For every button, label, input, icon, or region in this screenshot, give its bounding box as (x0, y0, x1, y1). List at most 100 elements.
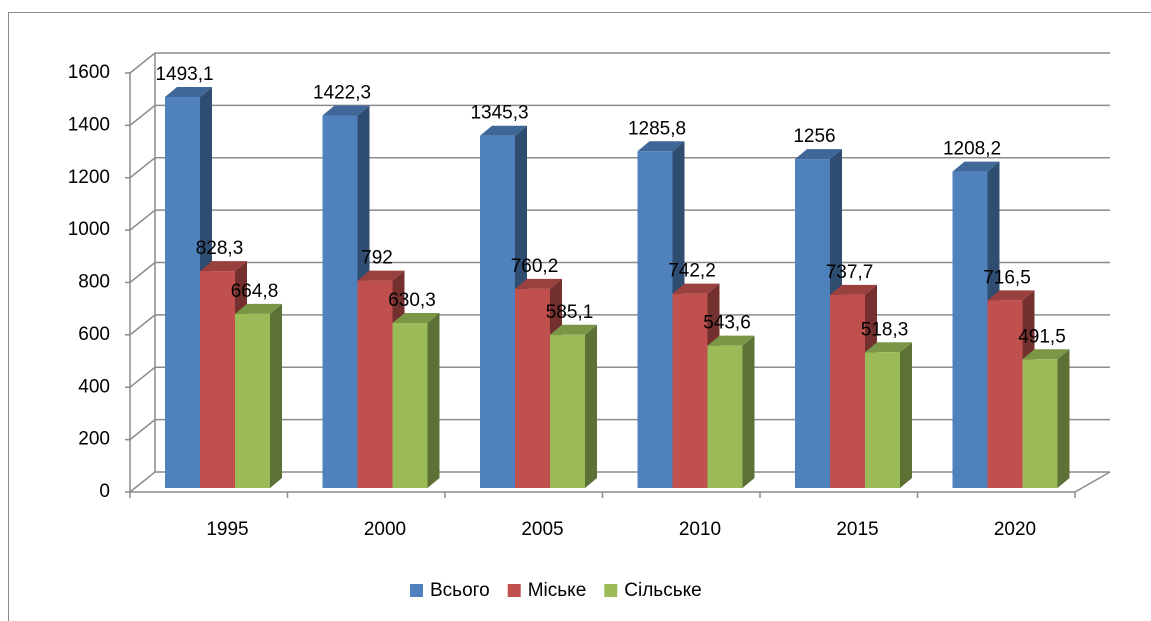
bar-front (795, 159, 830, 488)
chart-frame (8, 12, 1151, 621)
bar-top (200, 261, 247, 272)
x-tick-label: 1995 (206, 519, 248, 540)
x-tick-label: 2010 (679, 519, 721, 540)
value-label: 518,3 (861, 319, 909, 340)
y-tick-label: 1400 (68, 114, 110, 135)
bar-top (550, 324, 597, 335)
bar-top (795, 149, 842, 160)
y-tick-label: 800 (78, 272, 110, 293)
y-tick-label: 400 (78, 376, 110, 397)
x-tick-label: 2020 (994, 519, 1036, 540)
x-tick-label: 2000 (364, 519, 406, 540)
value-label: 737,7 (826, 262, 874, 283)
bar-top (165, 86, 212, 97)
legend-label: Всього (430, 580, 490, 601)
bar-side (585, 324, 597, 488)
bar-top (1022, 349, 1070, 360)
value-label: 742,2 (668, 261, 716, 282)
bar-front (165, 96, 200, 488)
bar-front (952, 171, 988, 488)
bar-top (707, 335, 755, 346)
value-label: 585,1 (546, 302, 594, 323)
bar (1022, 349, 1070, 488)
value-label: 664,8 (231, 281, 279, 302)
bar (865, 342, 912, 488)
bar-front (550, 334, 585, 488)
bar-front (672, 293, 708, 488)
bar-front (707, 345, 743, 488)
bar-top (235, 303, 282, 314)
value-label: 1285,8 (628, 118, 686, 139)
legend-label: Міське (528, 580, 587, 601)
y-tick-label: 600 (78, 324, 110, 345)
bar-top (987, 290, 1035, 301)
bar (322, 105, 370, 488)
bar-top (357, 270, 405, 281)
bar-top (637, 141, 685, 152)
value-label: 543,6 (703, 313, 751, 334)
bar (392, 312, 440, 488)
bar-top (515, 278, 562, 289)
bar-front (235, 313, 270, 488)
bar-front (322, 115, 358, 488)
value-label: 760,2 (511, 256, 559, 277)
grid-line (129, 261, 1110, 284)
grid-line (129, 157, 1110, 179)
bar-front (987, 300, 1023, 488)
bar-front (480, 135, 515, 488)
y-tick-label: 1000 (68, 219, 110, 240)
bar-top (480, 125, 527, 136)
bar-top (392, 312, 440, 323)
grid-line (129, 52, 1110, 74)
bar (830, 284, 877, 488)
bar-top (322, 105, 370, 116)
bar-front (637, 151, 673, 488)
bar-side (1057, 349, 1070, 488)
value-label: 828,3 (196, 238, 244, 259)
bar-side (742, 335, 755, 488)
bar-top (865, 342, 912, 353)
value-label: 630,3 (388, 290, 436, 311)
grid-line (129, 104, 1110, 126)
value-label: 1256 (793, 126, 835, 147)
value-label: 792 (361, 248, 393, 269)
bar (550, 324, 597, 488)
y-tick-label: 200 (78, 429, 110, 450)
y-tick-label: 1200 (68, 167, 110, 188)
value-label: 1345,3 (470, 103, 528, 124)
bar-top (672, 283, 720, 294)
value-label: 1208,2 (943, 139, 1001, 160)
bar (515, 278, 562, 488)
bar-front (1022, 359, 1058, 488)
bar-top (830, 284, 877, 295)
value-label: 1493,1 (155, 64, 213, 85)
grid-line (129, 314, 1110, 336)
bar-front (515, 288, 550, 488)
x-tick-label: 2005 (521, 519, 563, 540)
bar (707, 335, 755, 488)
legend-swatch (507, 584, 521, 597)
legend-swatch (604, 584, 618, 597)
bar-front (200, 271, 235, 488)
bar-front (357, 280, 393, 488)
bar (235, 303, 282, 488)
value-label: 716,5 (983, 267, 1031, 288)
bar-front (392, 322, 428, 488)
bar-side (427, 312, 440, 488)
value-label: 491,5 (1018, 326, 1066, 347)
grid-line (129, 471, 1110, 493)
grid-line (129, 209, 1110, 231)
bar-front (865, 352, 900, 488)
x-tick-label: 2015 (836, 519, 878, 540)
legend-swatch (410, 584, 423, 597)
bar-front (830, 294, 865, 488)
y-tick-label: 1600 (68, 62, 110, 83)
legend-label: Сільське (624, 580, 701, 601)
value-label: 1422,3 (313, 83, 371, 104)
grid-line (129, 418, 1110, 441)
y-tick-label: 0 (99, 481, 110, 502)
bar-side (900, 342, 912, 488)
bar-top (952, 161, 1000, 172)
grid-line (129, 366, 1110, 388)
